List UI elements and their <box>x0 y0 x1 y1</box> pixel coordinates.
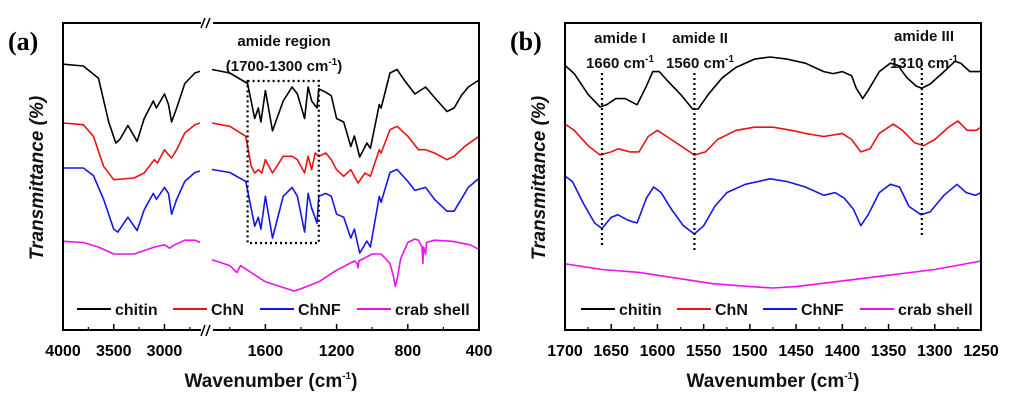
axis-break-mark-bottom <box>200 324 211 337</box>
legend-item-chn: ChN <box>677 302 748 319</box>
series-chitin <box>564 56 981 110</box>
legend-label: ChN <box>715 302 748 319</box>
legend-item-chn: ChN <box>173 302 244 319</box>
panel-a-x-ticks: 4000 3500 3000 1600 1200 800 400 <box>45 324 492 360</box>
x-tick-label: 1250 <box>963 343 999 360</box>
x-tick-label: 1400 <box>825 343 861 360</box>
legend-item-chnf: ChNF <box>260 302 341 319</box>
x-tick-label: 800 <box>394 343 421 360</box>
legend-item-crab-shell: crab shell <box>860 302 973 319</box>
panel-b-x-ticks: 1700 1650 1600 1550 1500 1450 1400 1350 1300 1250 <box>547 324 999 360</box>
legend-item-crab-shell: crab shell <box>357 302 470 319</box>
panel-b-label: (b) <box>510 27 542 56</box>
x-tick-label: 1450 <box>778 343 814 360</box>
panel-b-x-axis-title: Wavenumber (cm-1) <box>687 371 860 392</box>
x-tick-label: 1350 <box>871 343 907 360</box>
series-chnf-left-segment <box>63 167 201 233</box>
series-chn <box>564 120 982 156</box>
panel-a: (a) 4000 3500 3000 1600 1200 800 400 amide reg… <box>8 17 492 392</box>
series-chn-left-segment <box>62 122 201 181</box>
series-chitin-left-segment <box>62 63 201 144</box>
axis-break-gap-bottom <box>201 325 213 335</box>
legend-label: crab shell <box>395 302 470 319</box>
amide-region-range-label: (1700-1300 cm-1) <box>226 57 342 75</box>
axis-break-gap-top <box>201 18 213 28</box>
x-tick-label: 1200 <box>319 343 355 360</box>
amide-region-dotted-box <box>246 79 320 245</box>
panel-b: (b) 1700 1650 1600 1550 1500 1450 1400 1350 1300… <box>510 22 999 392</box>
legend-label: ChNF <box>801 302 844 319</box>
legend-label: chitin <box>619 302 662 319</box>
legend-item-chitin: chitin <box>581 302 662 319</box>
x-tick-label: 1650 <box>593 343 629 360</box>
annotation-title: amide III <box>894 28 954 45</box>
series-crab-shell-right-segment <box>211 238 480 292</box>
panel-a-x-axis-title: Wavenumber (cm-1) <box>185 371 358 392</box>
series-chnf <box>564 175 982 235</box>
annotation-wavenumber: 1560 cm-1 <box>666 54 735 72</box>
x-tick-label: 400 <box>466 343 493 360</box>
legend-label: ChN <box>211 302 244 319</box>
annotation-amide-iii: amide III 1310 cm-1 <box>890 28 959 238</box>
x-tick-label: 1600 <box>248 343 284 360</box>
annotation-title: amide II <box>672 30 728 47</box>
panel-a-label: (a) <box>8 27 38 56</box>
x-tick-label: 1700 <box>547 343 583 360</box>
panel-a-plot-area <box>62 63 480 292</box>
panel-b-legend: chitin ChN ChNF crab shell <box>581 302 973 319</box>
x-tick-label: 1500 <box>732 343 768 360</box>
x-tick-label: 4000 <box>45 343 81 360</box>
legend-label: crab shell <box>898 302 973 319</box>
x-tick-label: 1300 <box>917 343 953 360</box>
panel-b-y-axis-title: Transmittance (%) <box>529 96 550 260</box>
series-chn-right-segment <box>211 122 480 184</box>
axis-break-mark-top <box>200 17 211 29</box>
legend-item-chnf: ChNF <box>763 302 844 319</box>
annotation-wavenumber: 1660 cm-1 <box>586 54 655 72</box>
x-tick-label: 3000 <box>147 343 183 360</box>
legend-label: ChNF <box>298 302 341 319</box>
amide-region-box <box>246 79 320 245</box>
x-tick-label: 1600 <box>640 343 676 360</box>
x-tick-label: 1550 <box>686 343 722 360</box>
legend-item-chitin: chitin <box>77 302 158 319</box>
series-chitin-right-segment <box>211 68 480 158</box>
series-crab-shell <box>564 260 982 289</box>
panel-b-plot-area <box>564 56 982 289</box>
series-crab-shell-left-segment <box>62 239 201 255</box>
annotation-amide-ii: amide II 1560 cm-1 <box>666 30 735 250</box>
amide-region-label: amide region <box>237 33 330 50</box>
series-chnf-right-segment <box>211 168 480 254</box>
panel-a-frame <box>62 22 480 331</box>
annotation-title: amide I <box>594 30 646 47</box>
x-tick-label: 3500 <box>96 343 132 360</box>
annotation-amide-i: amide I 1660 cm-1 <box>586 30 655 245</box>
legend-label: chitin <box>115 302 158 319</box>
panel-a-legend: chitin ChN ChNF crab shell <box>77 302 470 319</box>
panel-a-y-axis-title: Transmittance (%) <box>27 96 48 260</box>
annotation-wavenumber: 1310 cm-1 <box>890 54 959 72</box>
